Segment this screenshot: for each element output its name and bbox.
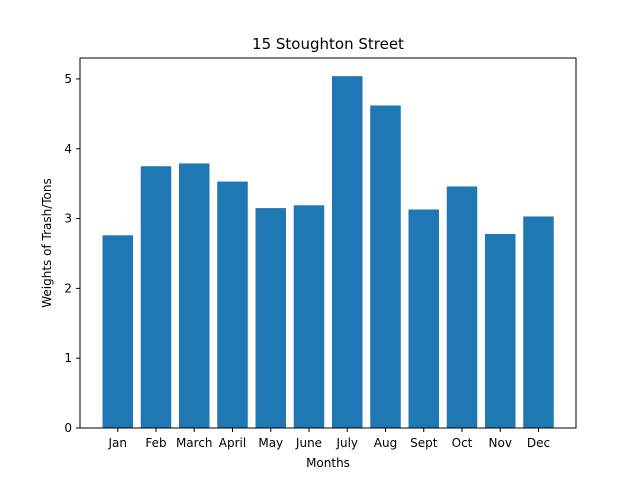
bar-aug xyxy=(370,105,401,429)
x-tick-label: July xyxy=(335,436,358,450)
bar-june xyxy=(293,205,325,428)
y-tick-label: 1 xyxy=(64,351,72,365)
bar-dec xyxy=(523,216,554,428)
bar-april xyxy=(217,181,248,428)
bars-group xyxy=(102,76,554,429)
bar-jan xyxy=(102,235,133,428)
y-tick-label: 2 xyxy=(64,281,72,295)
x-tick-label: May xyxy=(258,436,283,450)
y-axis-ticks: 0 1 2 3 4 5 xyxy=(64,72,80,435)
x-tick-label: Feb xyxy=(145,436,166,450)
x-axis-label: Months xyxy=(306,456,350,470)
bar-feb xyxy=(140,166,172,428)
x-tick-label: Sept xyxy=(410,436,438,450)
x-axis-ticks: Jan Feb March April May June July Aug Sept Oct Nov… xyxy=(108,428,550,450)
x-tick-label: Nov xyxy=(489,436,512,450)
y-tick-label: 3 xyxy=(64,212,72,226)
bar-oct xyxy=(446,186,478,428)
bar-may xyxy=(255,208,286,428)
bar-march xyxy=(179,163,210,428)
plot-frame xyxy=(79,57,577,429)
bar-sept xyxy=(408,209,439,428)
x-tick-label: Jan xyxy=(108,436,128,450)
x-tick-label: March xyxy=(176,436,213,450)
x-tick-label: June xyxy=(295,436,322,450)
y-tick-label: 5 xyxy=(64,72,72,86)
x-tick-label: Aug xyxy=(374,436,397,450)
x-tick-label: Dec xyxy=(527,436,550,450)
x-tick-label: Oct xyxy=(452,436,473,450)
bar-july xyxy=(332,76,363,428)
y-axis-label: Weights of Trash/Tons xyxy=(40,178,54,308)
x-tick-label: April xyxy=(219,436,246,450)
chart-title: 15 Stoughton Street xyxy=(252,35,404,53)
bar-nov xyxy=(485,233,516,428)
y-tick-label: 0 xyxy=(64,421,72,435)
y-tick-label: 4 xyxy=(64,142,72,156)
